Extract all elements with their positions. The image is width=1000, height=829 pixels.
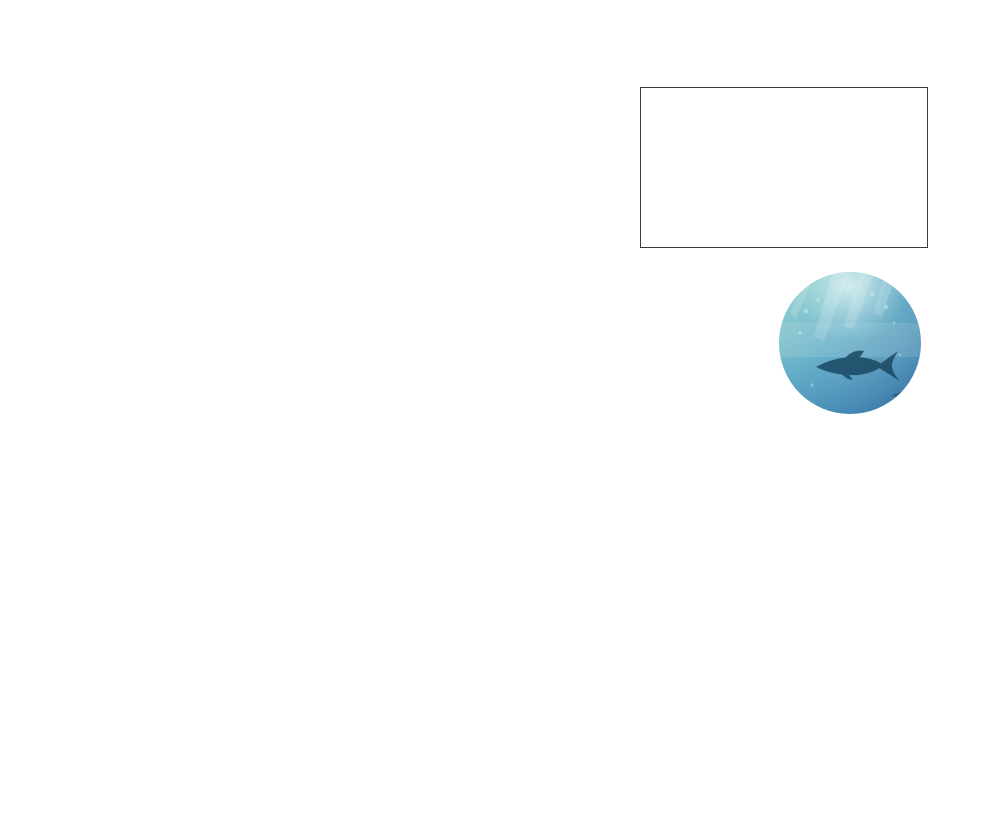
logo-light-glow [779,272,921,414]
jscope-logo [779,272,921,414]
fish-icon [816,350,900,381]
legend [640,87,928,248]
logo-midwater-band [779,323,921,357]
bubbles-icon [798,292,902,387]
jscope-logo-art [779,272,921,414]
